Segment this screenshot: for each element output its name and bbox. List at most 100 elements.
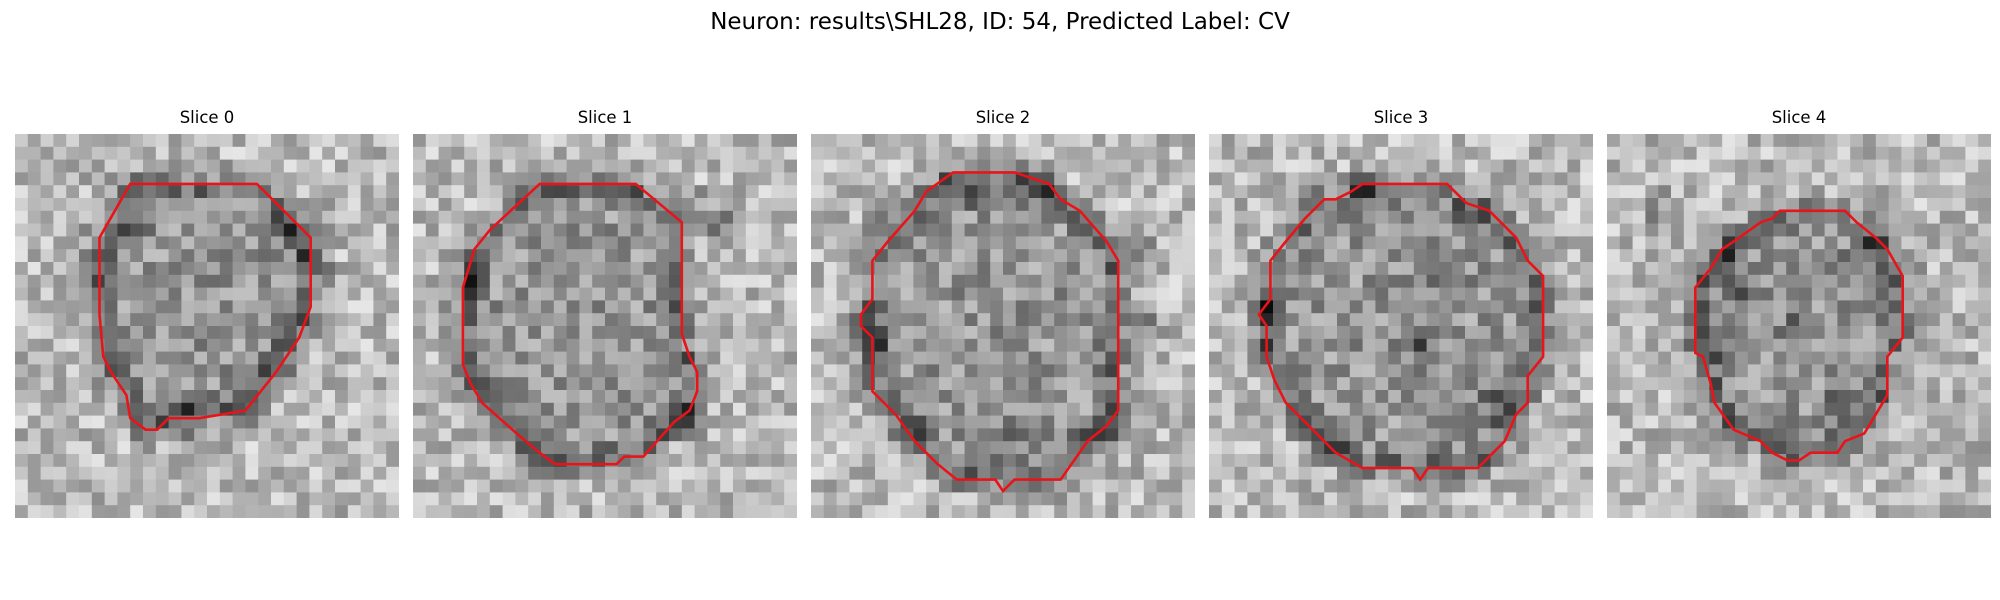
pixel [1156,479,1170,493]
pixel [1465,313,1479,327]
pixel [66,236,80,250]
pixel [117,364,131,378]
pixel [1927,210,1941,224]
pixel [1324,146,1338,160]
pixel [477,172,491,186]
pixel [425,249,439,263]
pixel [283,364,297,378]
pixel [528,198,542,212]
pixel [926,159,940,173]
pixel [1901,454,1915,468]
pixel [15,313,29,327]
pixel [1939,402,1953,416]
pixel [1607,159,1621,173]
pixel [1349,262,1363,276]
pixel [566,466,580,480]
pixel [79,236,93,250]
pixel [413,326,427,340]
pixel [1054,351,1068,365]
pixel [1927,479,1941,493]
pixel [258,466,272,480]
pixel [219,146,233,160]
pixel [990,402,1004,416]
pixel [1567,492,1581,506]
pixel [27,441,41,455]
pixel [964,300,978,314]
pixel [887,492,901,506]
pixel [438,338,452,352]
pixel [1760,377,1774,391]
pixel [194,390,208,404]
pixel [1529,402,1543,416]
pixel [1362,351,1376,365]
pixel [1863,287,1877,301]
pixel [155,377,169,391]
pixel [784,390,797,404]
pixel [900,274,914,288]
pixel [913,415,927,429]
pixel [1054,146,1068,160]
pixel [451,287,465,301]
pixel [104,236,118,250]
pixel [579,479,593,493]
pixel [630,146,644,160]
pixel [977,146,991,160]
pixel [528,492,542,506]
pixel [1529,505,1543,518]
pixel [592,377,606,391]
pixel [875,326,889,340]
pixel [630,300,644,314]
pixel [1143,479,1157,493]
pixel [1324,326,1338,340]
pixel [605,479,619,493]
pixel [745,428,759,442]
pixel [862,466,876,480]
pixel [1209,146,1223,160]
pixel [1311,338,1325,352]
pixel [1747,338,1761,352]
pixel [1952,262,1966,276]
pixel [694,326,708,340]
pixel [1671,364,1685,378]
pixel [630,210,644,224]
pixel [1375,415,1389,429]
pixel [66,159,80,173]
pixel [1850,402,1864,416]
pixel [528,466,542,480]
pixel [130,185,144,199]
pixel [1632,159,1646,173]
pixel [1234,210,1248,224]
pixel [1388,198,1402,212]
pixel [900,300,914,314]
pixel [1234,223,1248,237]
pixel [1156,146,1170,160]
pixel [1401,300,1415,314]
pixel [926,492,940,506]
pixel [1490,492,1504,506]
pixel [515,479,529,493]
pixel [1516,415,1530,429]
pixel [1285,300,1299,314]
pixel [926,172,940,186]
pixel [758,159,772,173]
pixel [1554,287,1568,301]
pixel [79,262,93,276]
pixel [1067,134,1081,148]
pixel [502,466,516,480]
pixel [91,479,105,493]
pixel [1799,377,1813,391]
pixel [1773,390,1787,404]
pixel [194,377,208,391]
pixel [887,326,901,340]
pixel [592,236,606,250]
pixel [104,274,118,288]
pixel [1516,338,1530,352]
pixel [1965,441,1979,455]
pixel [40,172,54,186]
pixel [130,338,144,352]
pixel [617,223,631,237]
pixel [1632,351,1646,365]
pixel [1452,454,1466,468]
pixel [694,351,708,365]
pixel [1349,300,1363,314]
